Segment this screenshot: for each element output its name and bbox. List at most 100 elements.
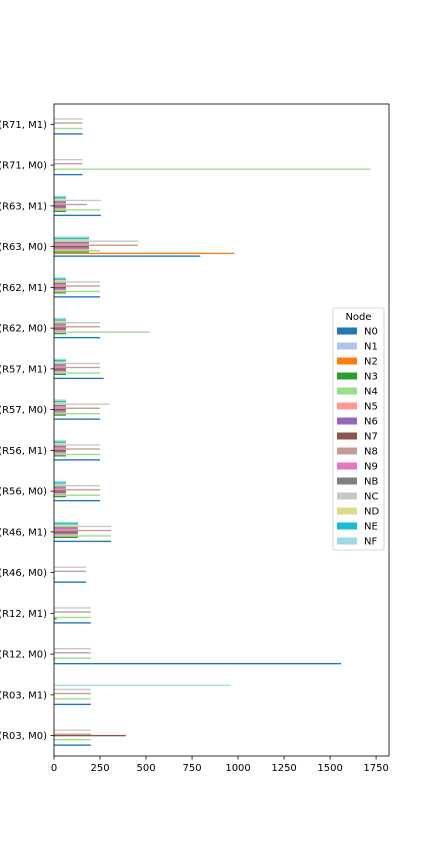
bar-N4-12 (54, 250, 101, 252)
bar-N0-11 (54, 296, 101, 298)
legend-swatch-N6 (337, 417, 357, 425)
legend-label-N6: N6 (364, 417, 378, 428)
bar-NC-1 (54, 688, 91, 691)
bar-NF-5 (54, 521, 78, 524)
legend-label-N4: N4 (364, 387, 378, 398)
bar-NC-5 (54, 525, 112, 528)
bar-ND-10 (54, 320, 66, 323)
bar-N6-9 (54, 369, 66, 371)
bar-N6-7 (54, 451, 66, 453)
bar-NB-6 (54, 486, 66, 488)
bar-N5-12 (54, 248, 89, 251)
bar-N9-9 (54, 365, 66, 367)
bar-NB-12 (54, 241, 89, 244)
bar-N8-12 (54, 244, 138, 246)
legend-swatch-N5 (337, 402, 357, 410)
bar-N6-8 (54, 410, 66, 412)
legend-label-N7: N7 (364, 432, 378, 443)
bar-N7-13 (54, 205, 66, 207)
bar-NC-7 (54, 444, 101, 446)
bar-N8-15 (54, 122, 83, 124)
bar-ND-11 (54, 279, 66, 282)
y-tick-label: (R63, M1) (0, 201, 47, 212)
bar-N0-12 (54, 255, 201, 257)
bar-N4-11 (54, 290, 101, 293)
legend: Node N0 N1 N2 N3 N4 N5 N6 N7 N8 N9 NB NC ND NE NF (332, 307, 385, 551)
bar-NC-8 (54, 403, 110, 405)
bar-N0-10 (54, 336, 101, 339)
bar-N3-7 (54, 455, 66, 457)
bar-NE-13 (54, 197, 66, 199)
bar-N8-0 (54, 733, 91, 735)
bar-NE-12 (54, 237, 89, 240)
bar-N4-0 (54, 739, 91, 741)
legend-swatch-NE (337, 522, 357, 530)
bar-NB-8 (54, 404, 66, 407)
bar-NC-11 (54, 281, 101, 283)
bar-N8-8 (54, 407, 101, 409)
legend-label-NB: NB (364, 477, 378, 488)
x-tick-label: 500 (136, 763, 155, 774)
bar-N9-5 (54, 528, 78, 530)
legend-title: Node (345, 312, 371, 323)
bar-N0-6 (54, 499, 101, 502)
bar-N9-8 (54, 406, 66, 408)
bar-N9-10 (54, 324, 66, 327)
bar-N3-4 (54, 577, 55, 579)
bar-N0-5 (54, 540, 112, 543)
bar-NF-12 (54, 236, 90, 238)
bar-N7-7 (54, 449, 66, 452)
bar-ND-13 (54, 198, 66, 200)
bar-N0-0 (54, 744, 91, 746)
legend-swatch-N8 (337, 447, 357, 455)
x-tick-label: 1500 (317, 763, 342, 774)
bar-N4-14 (54, 168, 371, 170)
legend-swatch-NF (337, 537, 357, 545)
bar-N7-8 (54, 408, 66, 411)
bar-N0-15 (54, 133, 83, 135)
bar-N6-10 (54, 328, 66, 331)
bar-N7-12 (54, 245, 89, 248)
legend-swatch-N7 (337, 432, 357, 440)
bar-NE-6 (54, 482, 66, 484)
x-axis-ticks: 0 250 500 750 1000 1250 1500 1750 (51, 756, 389, 774)
y-tick-label: (R62, M1) (0, 283, 47, 294)
bar-N9-7 (54, 446, 66, 449)
y-tick-label: (R46, M0) (0, 568, 47, 579)
legend-label-NE: NE (364, 522, 378, 533)
bar-N8-1 (54, 692, 91, 695)
bar-NE-10 (54, 319, 66, 321)
bar-N8-7 (54, 448, 101, 450)
bar-ND-8 (54, 402, 66, 404)
y-tick-label: (R62, M0) (0, 324, 47, 335)
bar-NC-12 (54, 240, 139, 242)
bar-NC-0 (54, 729, 91, 731)
bar-NF-10 (54, 317, 66, 320)
bar-NC-2 (54, 648, 91, 650)
bar-N3-8 (54, 414, 66, 416)
bar-N8-13 (54, 203, 88, 206)
legend-swatch-N1 (337, 342, 357, 350)
y-tick-label: (R12, M1) (0, 609, 47, 620)
bar-N4-6 (54, 494, 101, 496)
bar-N3-13 (54, 210, 66, 212)
legend-swatch-ND (337, 507, 357, 515)
bar-N8-14 (54, 163, 83, 165)
y-tick-label: (R57, M0) (0, 405, 47, 416)
bar-N0-13 (54, 214, 101, 217)
y-tick-label: (R56, M1) (0, 446, 47, 457)
bar-NB-11 (54, 282, 66, 284)
bar-N8-4 (54, 570, 87, 572)
bar-N0-3 (54, 622, 91, 624)
bar-N7-5 (54, 531, 78, 533)
bar-NE-9 (54, 360, 66, 362)
bar-NC-3 (54, 607, 91, 609)
legend-label-NC: NC (364, 492, 378, 503)
bar-N7-10 (54, 327, 66, 329)
bar-N4-5 (54, 535, 112, 537)
legend-swatch-N2 (337, 357, 357, 365)
bar-N3-11 (54, 292, 66, 294)
bar-NC-4 (54, 566, 87, 568)
bar-NF-1 (54, 684, 231, 687)
bar-NF-11 (54, 277, 66, 279)
